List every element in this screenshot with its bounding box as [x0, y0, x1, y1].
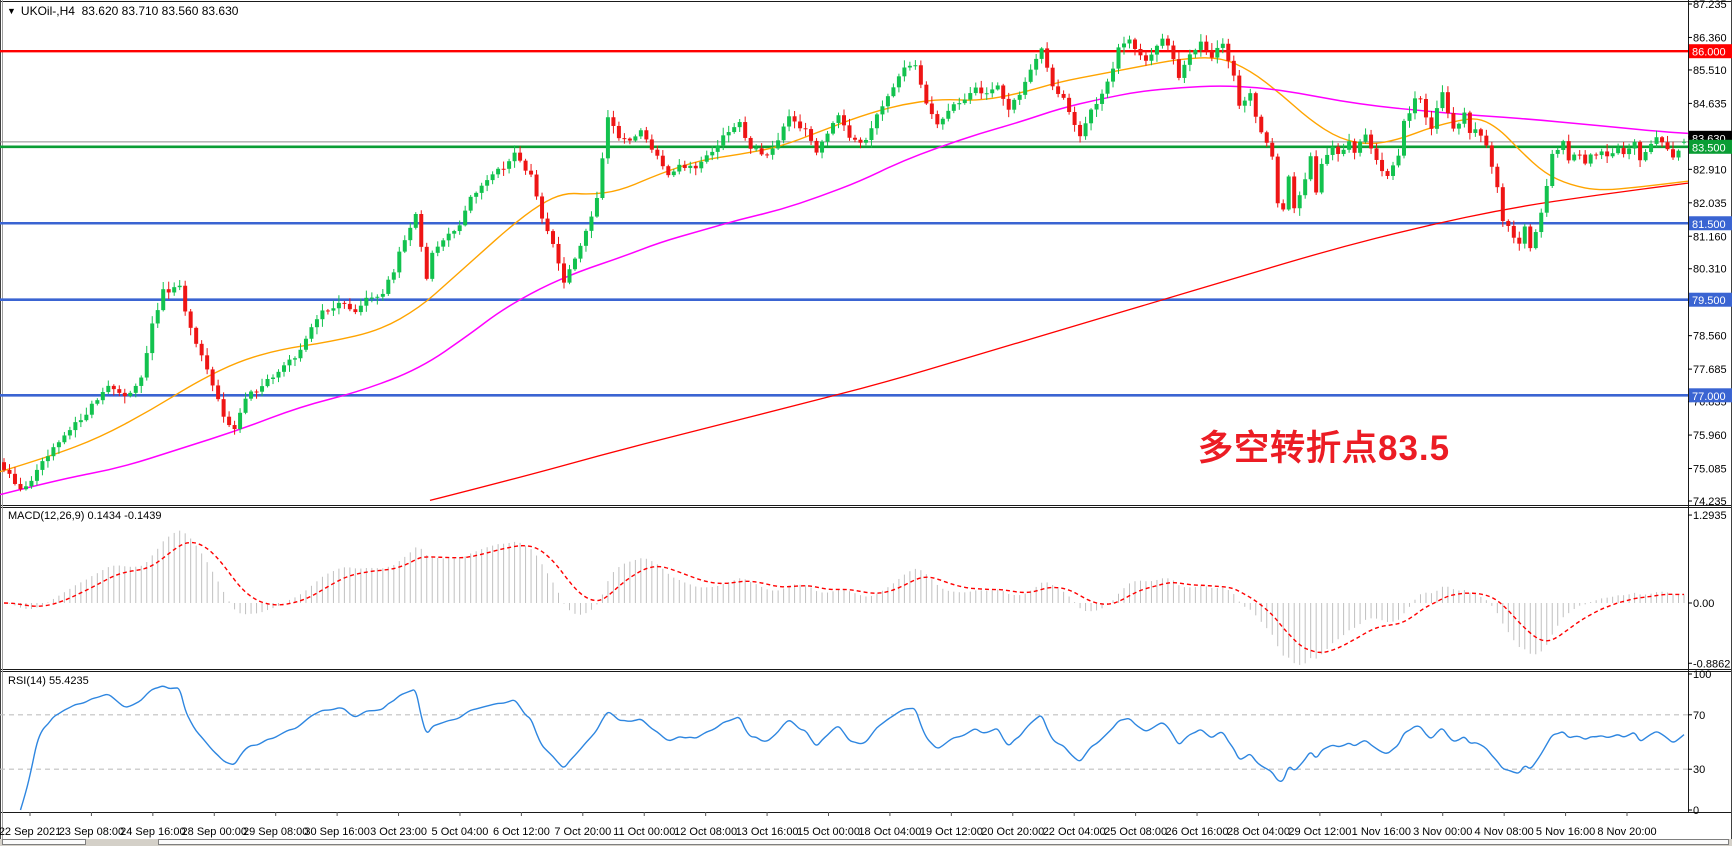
price-tick-label: 77.685 [1693, 364, 1727, 376]
rsi-tick-label: 30 [1693, 764, 1705, 776]
time-tick-label: 5 Nov 16:00 [1536, 826, 1595, 838]
price-tick-label: 78.560 [1693, 331, 1727, 343]
svg-text:86.000: 86.000 [1692, 47, 1726, 59]
price-tick-label: 81.160 [1693, 231, 1727, 243]
rsi-line [19, 685, 1685, 811]
price-tick-label: 80.310 [1693, 264, 1727, 276]
ma-slow-red [429, 182, 1689, 502]
time-tick-label: 19 Oct 12:00 [920, 826, 983, 838]
chart-text-annotation: 多空转折点83.5 [1198, 429, 1451, 468]
time-tick-label: 20 Oct 20:00 [981, 826, 1044, 838]
ma-fast-orange [0, 57, 1689, 473]
ma-mid-magenta [0, 85, 1689, 496]
candle-series [2, 33, 1686, 492]
level-badge-81.500: 81.500 [1689, 216, 1732, 231]
status-pane-left [2, 839, 86, 845]
time-tick-label: 3 Oct 23:00 [370, 826, 427, 838]
time-tick-label: 29 Oct 12:00 [1288, 826, 1351, 838]
time-tick-label: 5 Oct 04:00 [432, 826, 489, 838]
macd-indicator-label: MACD(12,26,9) 0.1434 -0.1439 [8, 510, 162, 522]
time-tick-label: 23 Sep 08:00 [59, 826, 124, 838]
macd-tick-label: 0.00 [1693, 598, 1714, 610]
price-tick-label: 87.235 [1693, 0, 1727, 11]
time-tick-label: 12 Oct 08:00 [674, 826, 737, 838]
level-badge-86.000: 86.000 [1689, 44, 1732, 59]
macd-tick-label: -0.8862 [1693, 658, 1730, 670]
time-tick-label: 24 Sep 16:00 [120, 826, 185, 838]
rsi-tick-label: 100 [1693, 669, 1711, 681]
time-tick-label: 8 Nov 20:00 [1597, 826, 1656, 838]
chart-title: ▼ UKOil-,H4 83.620 83.710 83.560 83.630 [7, 4, 238, 18]
svg-text:77.000: 77.000 [1692, 391, 1726, 403]
time-tick-label: 18 Oct 04:00 [858, 826, 921, 838]
price-tick-label: 75.960 [1693, 430, 1727, 442]
time-tick-label: 28 Oct 04:00 [1227, 826, 1290, 838]
time-tick-label: 22 Sep 2021 [0, 826, 61, 838]
macd-signal-line [3, 541, 1685, 654]
status-bar [0, 839, 1732, 846]
rsi-tick-label: 70 [1693, 710, 1705, 722]
price-level-lines [0, 50, 1688, 397]
time-tick-label: 25 Oct 08:00 [1104, 826, 1167, 838]
time-tick-label: 7 Oct 20:00 [554, 826, 611, 838]
time-tick-label: 29 Sep 08:00 [243, 826, 308, 838]
time-tick-label: 4 Nov 08:00 [1474, 826, 1533, 838]
status-pane-main [158, 839, 1729, 845]
price-tick-label: 84.635 [1693, 98, 1727, 110]
macd-axis: 1.2935 0.00 -0.8862 [1688, 510, 1730, 670]
price-tick-label: 75.085 [1693, 464, 1727, 476]
time-tick-label: 1 Nov 16:00 [1352, 826, 1411, 838]
ohlc-values: 83.620 83.710 83.560 83.630 [81, 4, 239, 18]
level-badge-79.500: 79.500 [1689, 292, 1732, 307]
time-tick-label: 3 Nov 00:00 [1413, 826, 1472, 838]
price-tick-label: 86.360 [1693, 32, 1727, 44]
symbol-dropdown-icon[interactable]: ▼ [7, 6, 16, 16]
time-tick-label: 26 Oct 16:00 [1166, 826, 1229, 838]
svg-text:83.500: 83.500 [1692, 142, 1726, 154]
svg-text:81.500: 81.500 [1692, 219, 1726, 231]
time-tick-label: 15 Oct 00:00 [797, 826, 860, 838]
price-tick-label: 82.910 [1693, 164, 1727, 176]
rsi-indicator-label: RSI(14) 55.4235 [8, 675, 89, 687]
time-tick-label: 13 Oct 16:00 [736, 826, 799, 838]
symbol-period-label: UKOil-,H4 [20, 4, 75, 18]
level-badge-83.500: 83.500 [1689, 139, 1732, 154]
time-tick-label: 11 Oct 00:00 [613, 826, 675, 838]
price-tick-label: 82.035 [1693, 198, 1727, 210]
time-tick-label: 6 Oct 12:00 [493, 826, 550, 838]
level-badge-77.000: 77.000 [1689, 388, 1732, 403]
time-tick-label: 28 Sep 00:00 [182, 826, 247, 838]
macd-tick-label: 1.2935 [1693, 510, 1727, 522]
rsi-tick-label: 0 [1693, 805, 1699, 817]
time-tick-label: 30 Sep 16:00 [304, 826, 369, 838]
price-tick-label: 85.510 [1693, 65, 1727, 77]
rsi-axis: 100 70 30 0 [1688, 669, 1711, 817]
time-tick-label: 22 Oct 04:00 [1043, 826, 1106, 838]
macd-histogram [8, 530, 1685, 665]
price-tick-label: 74.235 [1693, 496, 1727, 508]
svg-text:79.500: 79.500 [1692, 295, 1726, 307]
